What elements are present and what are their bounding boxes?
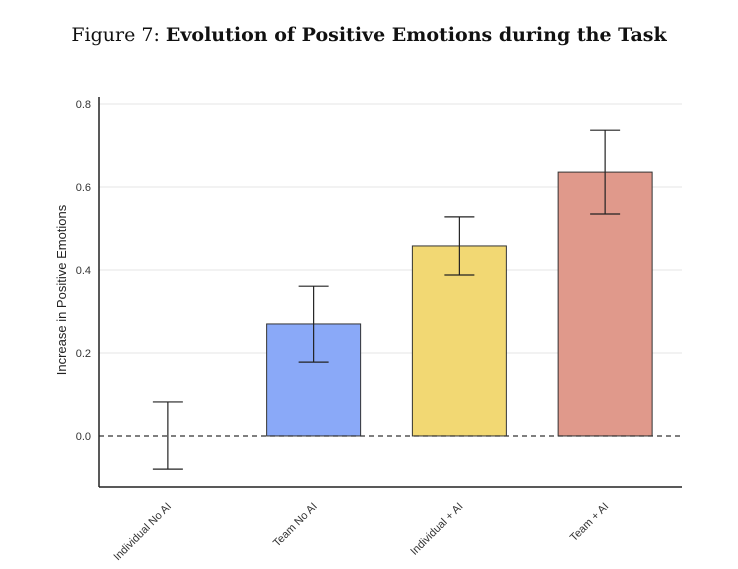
x-tick-label: Individual No AI	[111, 501, 174, 564]
y-tick-label: 0.2	[76, 348, 91, 360]
y-tick-label: 0.6	[76, 182, 91, 194]
figure-title: Figure 7: Evolution of Positive Emotions…	[0, 24, 738, 46]
x-tick-label: Team No AI	[271, 501, 320, 550]
x-tick-label: Team + AI	[568, 501, 611, 544]
y-tick-label: 0.0	[76, 431, 91, 443]
chart-title: Evolution of Positive Emotions during th…	[165, 24, 667, 46]
y-tick-label: 0.4	[76, 265, 91, 277]
bar	[557, 171, 653, 437]
x-tick-label: Individual + AI	[408, 501, 465, 558]
y-tick-label: 0.8	[76, 99, 91, 111]
figure-label: Figure 7:	[71, 24, 160, 46]
y-axis-label: Increase in Positive Emotions	[54, 204, 69, 375]
bar	[411, 245, 507, 437]
